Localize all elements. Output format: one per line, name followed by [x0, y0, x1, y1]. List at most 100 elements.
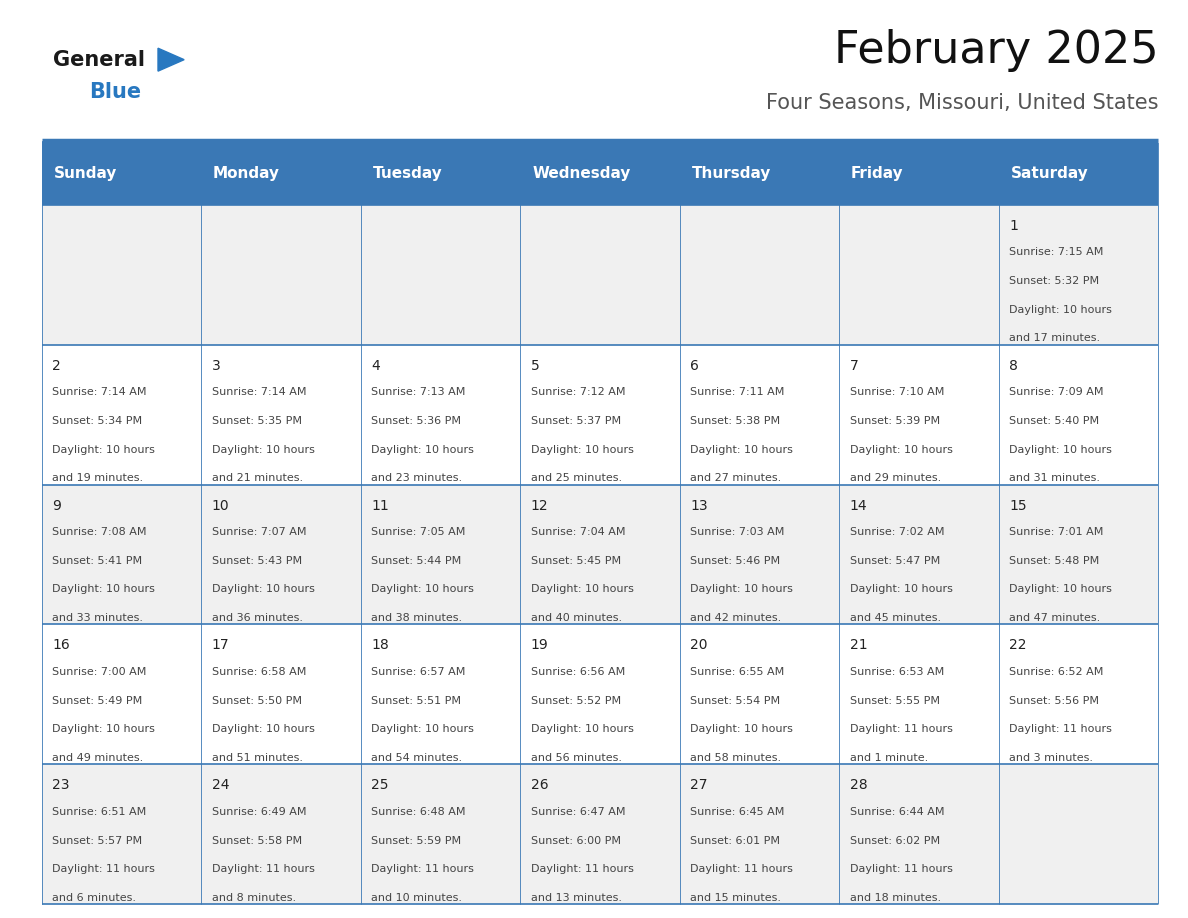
Text: 17: 17	[211, 638, 229, 653]
Text: and 18 minutes.: and 18 minutes.	[849, 893, 941, 903]
Bar	[680, 624, 839, 765]
Bar	[201, 142, 361, 205]
Text: Daylight: 10 hours: Daylight: 10 hours	[531, 724, 633, 734]
Text: 19: 19	[531, 638, 549, 653]
Text: Sunset: 5:51 PM: Sunset: 5:51 PM	[372, 696, 461, 706]
Text: Sunrise: 6:45 AM: Sunrise: 6:45 AM	[690, 807, 785, 817]
Text: 22: 22	[1010, 638, 1026, 653]
Text: Wednesday: Wednesday	[532, 166, 631, 181]
Text: 2: 2	[52, 359, 61, 373]
Text: and 36 minutes.: and 36 minutes.	[211, 613, 303, 623]
Bar	[42, 485, 201, 624]
Text: 18: 18	[372, 638, 390, 653]
Bar	[361, 624, 520, 765]
Text: General: General	[53, 50, 145, 70]
Text: Sunrise: 6:48 AM: Sunrise: 6:48 AM	[372, 807, 466, 817]
Text: and 15 minutes.: and 15 minutes.	[690, 893, 782, 903]
Text: Daylight: 11 hours: Daylight: 11 hours	[690, 864, 794, 874]
Text: 13: 13	[690, 498, 708, 512]
Text: Sunset: 6:00 PM: Sunset: 6:00 PM	[531, 835, 621, 845]
Bar	[42, 624, 201, 765]
Text: Sunrise: 6:51 AM: Sunrise: 6:51 AM	[52, 807, 146, 817]
Text: Sunset: 5:54 PM: Sunset: 5:54 PM	[690, 696, 781, 706]
Text: and 10 minutes.: and 10 minutes.	[372, 893, 462, 903]
Text: and 1 minute.: and 1 minute.	[849, 753, 928, 763]
Text: and 51 minutes.: and 51 minutes.	[211, 753, 303, 763]
Text: Sunrise: 6:44 AM: Sunrise: 6:44 AM	[849, 807, 944, 817]
Text: Sunset: 5:57 PM: Sunset: 5:57 PM	[52, 835, 143, 845]
Text: Sunset: 5:34 PM: Sunset: 5:34 PM	[52, 416, 143, 426]
Text: 9: 9	[52, 498, 61, 512]
Text: 12: 12	[531, 498, 549, 512]
Text: Sunset: 5:43 PM: Sunset: 5:43 PM	[211, 555, 302, 565]
Text: and 8 minutes.: and 8 minutes.	[211, 893, 296, 903]
Text: and 40 minutes.: and 40 minutes.	[531, 613, 623, 623]
Text: Sunrise: 7:12 AM: Sunrise: 7:12 AM	[531, 387, 625, 397]
Text: Daylight: 10 hours: Daylight: 10 hours	[1010, 444, 1112, 454]
Text: Sunrise: 6:52 AM: Sunrise: 6:52 AM	[1010, 667, 1104, 677]
Bar	[201, 344, 361, 485]
Text: Sunrise: 6:49 AM: Sunrise: 6:49 AM	[211, 807, 307, 817]
Text: Daylight: 10 hours: Daylight: 10 hours	[1010, 305, 1112, 315]
Text: and 17 minutes.: and 17 minutes.	[1010, 333, 1100, 343]
Bar	[201, 205, 361, 344]
Text: Sunrise: 7:10 AM: Sunrise: 7:10 AM	[849, 387, 944, 397]
Text: Monday: Monday	[213, 166, 280, 181]
Bar	[839, 485, 999, 624]
Bar	[999, 765, 1158, 904]
Text: Sunrise: 7:00 AM: Sunrise: 7:00 AM	[52, 667, 146, 677]
Text: 10: 10	[211, 498, 229, 512]
Text: Sunset: 5:37 PM: Sunset: 5:37 PM	[531, 416, 621, 426]
Text: Daylight: 10 hours: Daylight: 10 hours	[52, 724, 156, 734]
Text: 14: 14	[849, 498, 867, 512]
Text: and 6 minutes.: and 6 minutes.	[52, 893, 137, 903]
Text: Daylight: 11 hours: Daylight: 11 hours	[52, 864, 156, 874]
Text: Sunset: 5:52 PM: Sunset: 5:52 PM	[531, 696, 621, 706]
Text: Daylight: 10 hours: Daylight: 10 hours	[1010, 585, 1112, 595]
Bar	[839, 205, 999, 344]
Text: Sunrise: 7:09 AM: Sunrise: 7:09 AM	[1010, 387, 1104, 397]
Text: 6: 6	[690, 359, 700, 373]
Text: 20: 20	[690, 638, 708, 653]
Text: Sunrise: 7:15 AM: Sunrise: 7:15 AM	[1010, 247, 1104, 257]
Text: Sunrise: 7:13 AM: Sunrise: 7:13 AM	[372, 387, 466, 397]
Text: Sunday: Sunday	[53, 166, 116, 181]
Bar	[201, 624, 361, 765]
Bar	[839, 142, 999, 205]
Text: Sunrise: 6:55 AM: Sunrise: 6:55 AM	[690, 667, 784, 677]
Text: and 21 minutes.: and 21 minutes.	[211, 473, 303, 483]
Text: 1: 1	[1010, 218, 1018, 232]
Bar	[999, 624, 1158, 765]
Text: Sunset: 6:01 PM: Sunset: 6:01 PM	[690, 835, 781, 845]
Text: Sunrise: 6:47 AM: Sunrise: 6:47 AM	[531, 807, 625, 817]
Text: Sunrise: 6:58 AM: Sunrise: 6:58 AM	[211, 667, 307, 677]
Text: Sunset: 5:46 PM: Sunset: 5:46 PM	[690, 555, 781, 565]
Text: and 23 minutes.: and 23 minutes.	[372, 473, 462, 483]
Bar	[201, 485, 361, 624]
Text: Four Seasons, Missouri, United States: Four Seasons, Missouri, United States	[766, 93, 1158, 113]
Bar	[520, 624, 680, 765]
Text: Sunrise: 7:08 AM: Sunrise: 7:08 AM	[52, 527, 147, 537]
Text: and 42 minutes.: and 42 minutes.	[690, 613, 782, 623]
Text: Daylight: 11 hours: Daylight: 11 hours	[849, 864, 953, 874]
Bar	[680, 765, 839, 904]
Text: Sunset: 5:47 PM: Sunset: 5:47 PM	[849, 555, 940, 565]
Text: Sunrise: 7:05 AM: Sunrise: 7:05 AM	[372, 527, 466, 537]
Bar	[680, 344, 839, 485]
Text: and 49 minutes.: and 49 minutes.	[52, 753, 144, 763]
Text: Tuesday: Tuesday	[373, 166, 442, 181]
Text: 23: 23	[52, 778, 70, 792]
Text: 7: 7	[849, 359, 859, 373]
Text: Sunset: 5:44 PM: Sunset: 5:44 PM	[372, 555, 462, 565]
Text: Sunrise: 7:07 AM: Sunrise: 7:07 AM	[211, 527, 307, 537]
Text: 8: 8	[1010, 359, 1018, 373]
Text: Daylight: 10 hours: Daylight: 10 hours	[372, 585, 474, 595]
Bar	[680, 485, 839, 624]
Text: Blue: Blue	[89, 82, 141, 102]
Text: Sunset: 5:48 PM: Sunset: 5:48 PM	[1010, 555, 1100, 565]
Bar	[520, 765, 680, 904]
Text: Daylight: 10 hours: Daylight: 10 hours	[211, 585, 315, 595]
Text: Daylight: 11 hours: Daylight: 11 hours	[211, 864, 315, 874]
Text: Daylight: 10 hours: Daylight: 10 hours	[211, 724, 315, 734]
Text: and 13 minutes.: and 13 minutes.	[531, 893, 621, 903]
